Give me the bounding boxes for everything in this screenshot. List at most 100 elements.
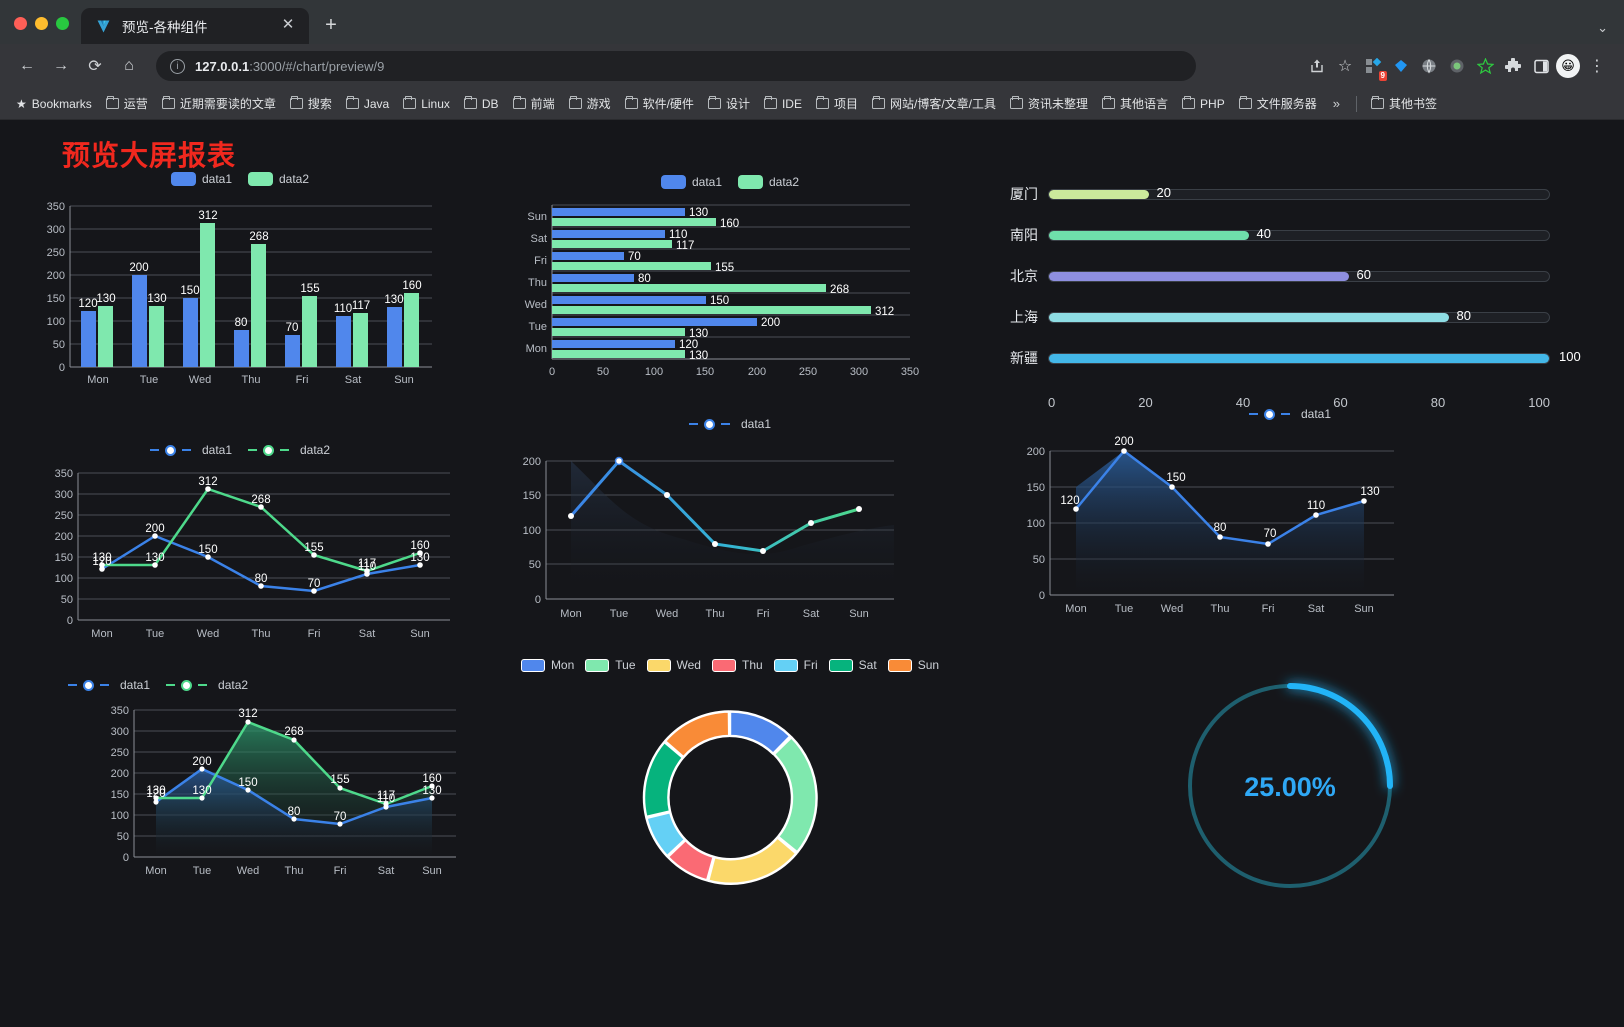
browser-menu-button[interactable]: ⋮: [1589, 58, 1605, 75]
svg-text:80: 80: [1214, 522, 1227, 534]
green-star-icon: [1476, 57, 1494, 74]
svg-text:50: 50: [117, 831, 129, 843]
bookmark-folder-item[interactable]: 运营: [100, 92, 154, 115]
chevron-down-icon[interactable]: ⌄: [1597, 20, 1608, 35]
site-info-icon[interactable]: i: [170, 58, 185, 74]
maximize-window-button[interactable]: [56, 17, 69, 30]
line-chart-dual-card: data1 data2: [0, 407, 480, 652]
legend-item-fri[interactable]: Fri: [773, 658, 818, 672]
legend-item-mon[interactable]: Mon: [520, 658, 574, 672]
diamond-extension-icon[interactable]: [1388, 53, 1414, 79]
legend-swatch-icon: [828, 658, 853, 672]
legend-item-data1[interactable]: data1: [149, 443, 232, 457]
progress-fill: [1049, 353, 1549, 363]
x-tick: 100: [1528, 395, 1550, 410]
donut-slice-mon[interactable]: [728, 710, 792, 755]
circle-icon: [1450, 59, 1464, 73]
bookmark-folder-item[interactable]: 前端: [507, 92, 561, 115]
svg-text:Sat: Sat: [1308, 603, 1325, 615]
share-button[interactable]: [1304, 53, 1330, 79]
donut-slice-sun[interactable]: [663, 710, 731, 759]
folder-icon: [1102, 95, 1116, 109]
svg-text:Wed: Wed: [525, 299, 547, 311]
bookmark-manager-item[interactable]: ★ Bookmarks: [10, 94, 98, 114]
circle-extension-icon[interactable]: [1444, 53, 1470, 79]
bars: [552, 208, 871, 358]
donut-slice-wed[interactable]: [706, 836, 798, 885]
bookmark-folder-item[interactable]: 资讯未整理: [1004, 92, 1094, 115]
window-controls: [10, 17, 81, 44]
svg-text:312: 312: [198, 476, 217, 488]
star-extension-icon[interactable]: [1472, 53, 1498, 79]
legend-item-data2[interactable]: data2: [166, 678, 248, 692]
svg-text:312: 312: [238, 708, 257, 720]
bookmark-folder-item[interactable]: 网站/博客/文章/工具: [866, 92, 1002, 115]
bookmark-folder-item[interactable]: 项目: [810, 92, 864, 115]
folder-icon: [1238, 95, 1252, 109]
other-bookmarks-item[interactable]: 其他书签: [1365, 92, 1443, 115]
legend-item-data2[interactable]: data2: [248, 172, 309, 186]
bookmark-folder-item[interactable]: 搜索: [284, 92, 338, 115]
puzzle-icon: [1505, 58, 1521, 72]
bookmark-folder-item[interactable]: 游戏: [563, 92, 617, 115]
bookmark-folder-item[interactable]: Linux: [397, 94, 456, 114]
address-bar[interactable]: i 127.0.0.1:3000/#/chart/preview/9: [156, 51, 1196, 81]
close-window-button[interactable]: [14, 17, 27, 30]
legend-item-data1[interactable]: data1: [688, 417, 771, 431]
svg-text:268: 268: [249, 231, 268, 243]
browser-tab[interactable]: 预览-各种组件 ✕: [81, 8, 309, 44]
legend-item-data1[interactable]: data1: [68, 678, 150, 692]
legend-item-data1[interactable]: data1: [1248, 407, 1331, 421]
svg-text:160: 160: [720, 218, 739, 230]
svg-text:100: 100: [47, 316, 65, 328]
extension-grid-icon[interactable]: 9: [1360, 53, 1387, 81]
profile-avatar[interactable]: 😀: [1556, 54, 1580, 78]
bookmark-folder-item[interactable]: IDE: [758, 94, 808, 114]
legend-item-tue[interactable]: Tue: [585, 658, 636, 672]
legend-item-wed[interactable]: Wed: [646, 658, 701, 672]
donut-slice-tue[interactable]: [772, 735, 818, 854]
bookmark-folder-item[interactable]: 近期需要读的文章: [156, 92, 282, 115]
svg-text:130: 130: [422, 785, 441, 797]
svg-text:200: 200: [55, 531, 73, 543]
close-tab-button[interactable]: ✕: [281, 16, 295, 33]
legend-item-data2[interactable]: data2: [248, 443, 330, 457]
legend-item-data2[interactable]: data2: [738, 175, 799, 189]
svg-text:155: 155: [300, 283, 319, 295]
forward-button[interactable]: →: [53, 57, 69, 74]
svg-text:100: 100: [1027, 518, 1045, 530]
new-tab-button[interactable]: +: [325, 14, 337, 36]
legend-item-data1[interactable]: data1: [170, 172, 232, 186]
bookmarks-overflow-button[interactable]: »: [1332, 96, 1340, 111]
legend-item-sun[interactable]: Sun: [887, 658, 939, 672]
extension-badge-count: 9: [1378, 71, 1387, 81]
legend-swatch-icon: [170, 172, 196, 186]
bookmark-folder-item[interactable]: PHP: [1176, 94, 1231, 114]
legend-swatch-icon: [248, 172, 273, 186]
bookmark-folder-item[interactable]: 设计: [702, 92, 756, 115]
bookmark-page-button[interactable]: ☆: [1332, 53, 1358, 79]
y-tick-labels: 350 300 250 200 150 100 50 0: [111, 705, 129, 864]
legend-item-data1[interactable]: data1: [660, 175, 722, 189]
reload-button[interactable]: ⟳: [88, 58, 102, 75]
y-tick-labels: Sun Sat Fri Thu Wed Tue Mon: [525, 211, 547, 355]
bookmark-folder-item[interactable]: DB: [458, 94, 505, 114]
svg-text:70: 70: [1264, 528, 1277, 540]
extensions-puzzle-button[interactable]: [1500, 53, 1526, 79]
bookmark-folder-item[interactable]: 其他语言: [1096, 92, 1174, 115]
side-panel-button[interactable]: [1528, 53, 1554, 79]
bookmark-folder-item[interactable]: Java: [340, 94, 395, 114]
back-button[interactable]: ←: [19, 57, 35, 74]
svg-text:Sat: Sat: [803, 608, 820, 620]
legend-item-sat[interactable]: Sat: [828, 658, 877, 672]
home-button[interactable]: ⌂: [124, 57, 134, 74]
minimize-window-button[interactable]: [35, 17, 48, 30]
bookmark-folder-item[interactable]: 文件服务器: [1233, 92, 1323, 115]
svg-text:Fri: Fri: [334, 865, 347, 877]
bookmark-folder-item[interactable]: 软件/硬件: [619, 92, 700, 115]
svg-text:0: 0: [549, 366, 555, 378]
svg-text:Thu: Thu: [528, 277, 547, 289]
legend-item-thu[interactable]: Thu: [711, 658, 763, 672]
globe-extension-icon[interactable]: [1416, 53, 1442, 79]
